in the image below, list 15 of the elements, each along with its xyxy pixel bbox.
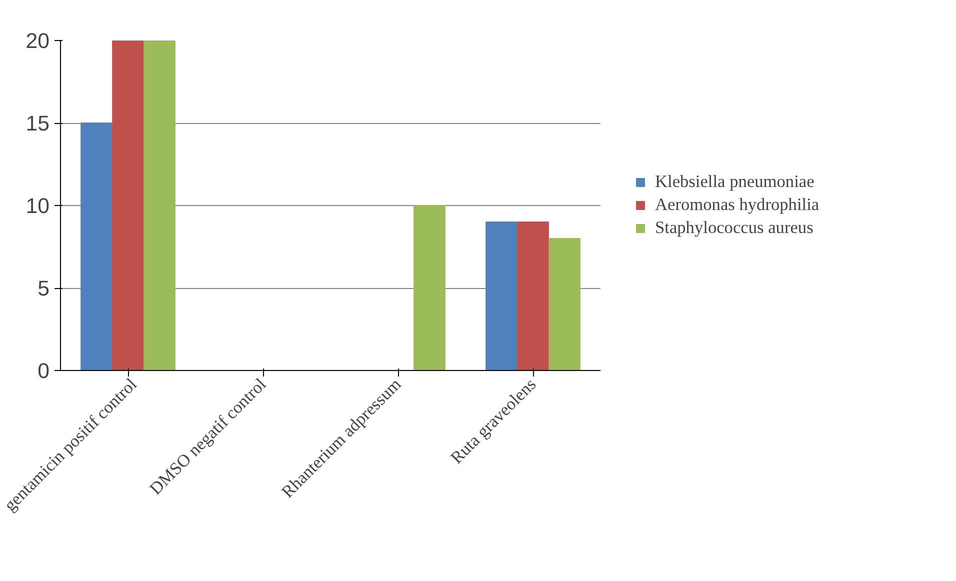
bar: [144, 40, 176, 370]
legend-label: Aeromonas hydrophilia: [655, 195, 820, 215]
y-tick-label: 20: [26, 29, 50, 53]
bar: [414, 205, 446, 370]
bar: [548, 238, 580, 370]
y-tick-label: 10: [26, 194, 50, 218]
bar: [486, 222, 518, 370]
legend-label: Klebsiella pneumoniae: [655, 172, 814, 192]
y-tick-label: 0: [38, 359, 50, 383]
bar: [80, 122, 112, 370]
bar: [517, 222, 549, 370]
bar: [112, 40, 144, 370]
y-tick-label: 5: [38, 276, 50, 300]
legend-label: Staphylococcus aureus: [655, 218, 814, 238]
y-tick-label: 15: [26, 112, 50, 136]
